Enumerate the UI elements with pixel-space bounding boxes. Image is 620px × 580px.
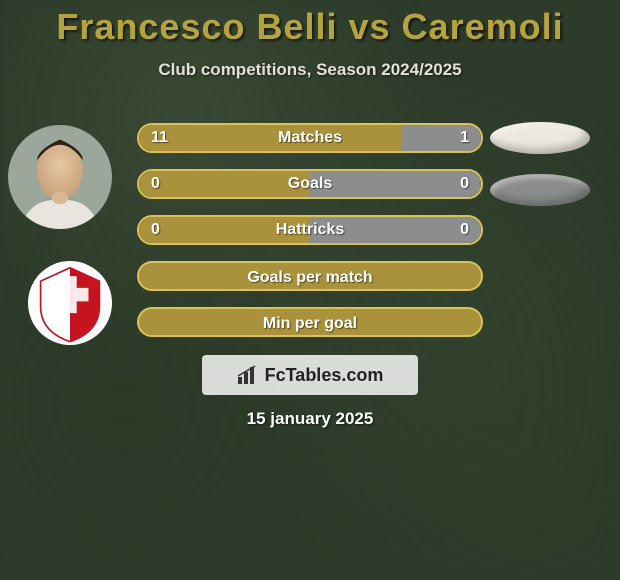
page-title: Francesco Belli vs Caremoli [0,0,620,48]
watermark-text: FcTables.com [265,365,384,386]
club-badge [28,261,112,345]
player1-avatar [8,125,112,229]
stat-row-goals-per-match: Goals per match [137,261,483,291]
comparison-ellipse [490,174,590,206]
stat-row-min-per-goal: Min per goal [137,307,483,337]
stat-row-hattricks: 00Hattricks [137,215,483,245]
comparison-ellipse [490,122,590,154]
date-text: 15 january 2025 [0,409,620,429]
stat-label: Goals [137,169,483,199]
stat-row-matches: 111Matches [137,123,483,153]
stat-label: Hattricks [137,215,483,245]
stat-row-goals: 00Goals [137,169,483,199]
watermark: FcTables.com [202,355,418,395]
stat-label: Matches [137,123,483,153]
page-subtitle: Club competitions, Season 2024/2025 [0,60,620,80]
bars-icon [237,365,259,385]
